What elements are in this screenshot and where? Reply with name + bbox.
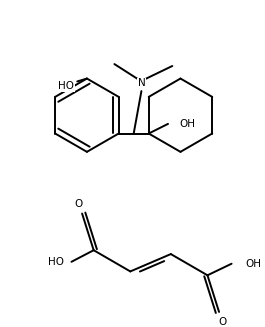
Text: HO: HO [58, 81, 74, 91]
Text: OH: OH [180, 119, 196, 129]
Text: O: O [74, 199, 82, 209]
Text: HO: HO [48, 257, 64, 267]
Text: N: N [138, 78, 145, 88]
Text: OH: OH [245, 259, 261, 269]
Text: O: O [219, 317, 227, 327]
